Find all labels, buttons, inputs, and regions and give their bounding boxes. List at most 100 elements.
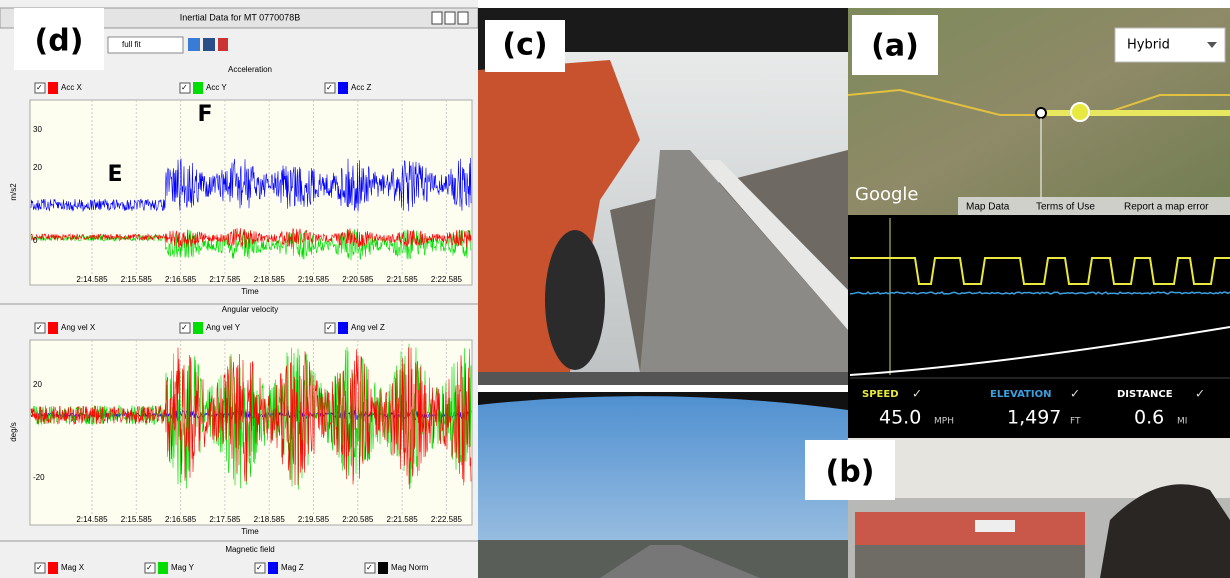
signal-trace bbox=[30, 157, 472, 212]
stat-check: ✓ bbox=[1195, 387, 1205, 401]
plot-title: Angular velocity bbox=[222, 305, 278, 314]
legend-label: Ang vel Z bbox=[351, 323, 385, 332]
x-tick-label: 2:19.585 bbox=[298, 275, 330, 284]
checkbox[interactable] bbox=[34, 562, 46, 574]
legend-label: Ang vel X bbox=[61, 323, 96, 332]
legend-label: Ang vel Y bbox=[206, 323, 241, 332]
check-mark: ✓ bbox=[146, 563, 153, 572]
check-mark: ✓ bbox=[326, 323, 333, 332]
x-tick-label: 2:16.585 bbox=[165, 515, 197, 524]
stat-value: 45.0 bbox=[879, 407, 921, 429]
x-tick-label: 2:15.585 bbox=[121, 275, 153, 284]
legend-swatch bbox=[193, 82, 203, 94]
checkbox[interactable] bbox=[144, 562, 156, 574]
cursor-marker bbox=[1035, 107, 1047, 119]
legend-label: Acc Y bbox=[206, 83, 227, 92]
toolbar-icon[interactable] bbox=[188, 38, 200, 51]
stat-label: DISTANCE bbox=[1117, 389, 1173, 400]
toolbar-icon[interactable] bbox=[218, 38, 228, 51]
stat-label: ELEVATION bbox=[990, 389, 1051, 400]
x-tick-label: 2:22.585 bbox=[431, 515, 463, 524]
checkbox[interactable] bbox=[34, 322, 46, 334]
legend-swatch bbox=[193, 322, 203, 334]
stat-unit: FT bbox=[1070, 417, 1081, 427]
panel-label: (c) bbox=[502, 28, 547, 63]
window-title: Inertial Data for MT 0770078B bbox=[180, 12, 300, 22]
panel-label-box bbox=[852, 15, 938, 75]
legend-swatch bbox=[158, 562, 168, 574]
fit-dropdown[interactable] bbox=[107, 36, 184, 54]
map-link[interactable]: Report a map error bbox=[1124, 202, 1209, 213]
x-tick-label: 2:14.585 bbox=[76, 515, 108, 524]
plot-title: Acceleration bbox=[228, 65, 272, 74]
minimize-button[interactable] bbox=[431, 11, 443, 25]
legend-swatch bbox=[378, 562, 388, 574]
x-tick-label: 2:21.585 bbox=[387, 515, 419, 524]
legend-swatch bbox=[48, 322, 58, 334]
x-tick-label: 2:20.585 bbox=[342, 275, 374, 284]
checkbox[interactable] bbox=[324, 322, 336, 334]
checkbox[interactable] bbox=[364, 562, 376, 574]
checkbox[interactable] bbox=[34, 82, 46, 94]
legend-label: Mag Z bbox=[281, 563, 304, 572]
legend-swatch bbox=[338, 322, 348, 334]
stat-label: SPEED bbox=[862, 389, 899, 400]
fit-option: full fit bbox=[122, 40, 141, 49]
check-mark: ✓ bbox=[326, 83, 333, 92]
map-type-dropdown[interactable] bbox=[1114, 27, 1226, 63]
dropdown-arrow bbox=[1207, 42, 1217, 48]
car-body bbox=[478, 60, 640, 372]
plot-title: Magnetic field bbox=[225, 545, 274, 554]
close-button[interactable] bbox=[457, 11, 469, 25]
stat-check: ✓ bbox=[1070, 387, 1080, 401]
check-mark: ✓ bbox=[181, 323, 188, 332]
y-axis-label: deg/s bbox=[9, 422, 18, 442]
toolbar-icon[interactable] bbox=[203, 38, 215, 51]
signal-trace bbox=[30, 227, 472, 248]
x-axis-label: Time bbox=[241, 527, 259, 536]
annotation: E bbox=[107, 162, 122, 187]
maximize-button[interactable] bbox=[444, 11, 456, 25]
position-marker bbox=[1070, 102, 1090, 122]
x-tick-label: 2:18.585 bbox=[254, 275, 286, 284]
graph-panel bbox=[848, 215, 1230, 438]
legend-swatch bbox=[338, 82, 348, 94]
y-tick-label: 20 bbox=[33, 380, 42, 389]
x-tick-label: 2:20.585 bbox=[342, 515, 374, 524]
stat-value: 1,497 bbox=[1007, 407, 1061, 429]
checkbox[interactable] bbox=[324, 82, 336, 94]
panel-label-box bbox=[14, 8, 104, 70]
road bbox=[640, 150, 848, 372]
stat-check: ✓ bbox=[912, 387, 922, 401]
dashboard bbox=[855, 545, 1085, 578]
snow bbox=[700, 160, 848, 330]
checkbox[interactable] bbox=[254, 562, 266, 574]
annotation: F bbox=[197, 102, 212, 127]
legend-label: Mag X bbox=[61, 563, 85, 572]
check-mark: ✓ bbox=[256, 563, 263, 572]
check-mark: ✓ bbox=[181, 83, 188, 92]
checkbox[interactable] bbox=[179, 82, 191, 94]
map-link[interactable]: Map Data bbox=[966, 202, 1010, 213]
legend-label: Acc Z bbox=[351, 83, 372, 92]
check-mark: ✓ bbox=[366, 563, 373, 572]
y-tick-label: 0 bbox=[33, 236, 38, 245]
video-bar bbox=[478, 372, 848, 385]
check-mark: ✓ bbox=[36, 323, 43, 332]
x-tick-label: 2:22.585 bbox=[431, 275, 463, 284]
x-axis-label: Time bbox=[241, 287, 259, 296]
driver bbox=[1100, 484, 1230, 578]
tire bbox=[545, 230, 605, 370]
legend-swatch bbox=[48, 562, 58, 574]
distance-trace bbox=[849, 326, 1230, 376]
map-link[interactable]: Terms of Use bbox=[1036, 202, 1095, 213]
x-tick-label: 2:16.585 bbox=[165, 275, 197, 284]
stat-value: 0.6 bbox=[1134, 407, 1164, 429]
x-tick-label: 2:15.585 bbox=[121, 515, 153, 524]
y-axis-label: m/s2 bbox=[9, 183, 18, 201]
legend-label: Mag Norm bbox=[391, 563, 429, 572]
checkbox[interactable] bbox=[179, 322, 191, 334]
panel-label: (b) bbox=[826, 455, 875, 490]
map-brand: Google bbox=[855, 184, 918, 205]
